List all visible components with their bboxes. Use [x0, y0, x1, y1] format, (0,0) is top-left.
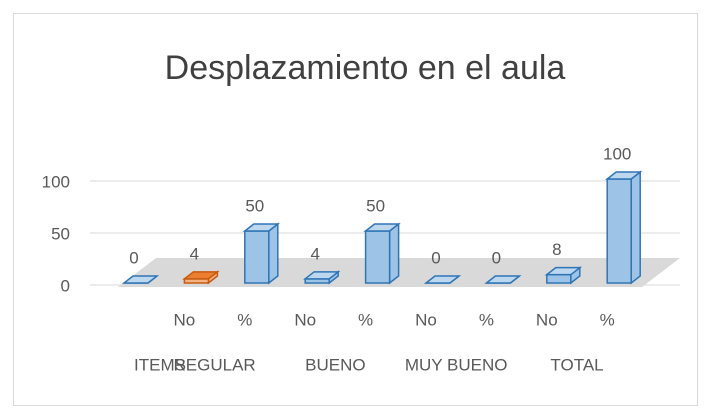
- x-tick-label: %: [479, 310, 494, 329]
- x-tick-label: No: [536, 310, 558, 329]
- group-label: ITEMS: [134, 355, 186, 374]
- bar: [484, 275, 522, 284]
- y-tick-label: 0: [61, 276, 70, 295]
- x-tick-label: No: [174, 310, 196, 329]
- chart-title: Desplazamiento en el aula: [165, 49, 566, 87]
- group-label: MUY BUENO: [405, 355, 508, 374]
- value-label: 50: [366, 196, 385, 215]
- value-label: 8: [552, 240, 561, 259]
- x-tick-label: No: [294, 310, 316, 329]
- x-tick-label: No: [415, 310, 437, 329]
- bar: [605, 170, 643, 285]
- group-label: TOTAL: [550, 355, 603, 374]
- x-tick-label: %: [237, 310, 252, 329]
- value-label: 4: [190, 244, 199, 263]
- bar: [121, 275, 160, 284]
- value-label: 0: [129, 248, 138, 267]
- bar: [363, 222, 401, 285]
- y-tick-label: 50: [51, 224, 70, 243]
- x-tick-label: %: [600, 310, 615, 329]
- value-label: 0: [492, 248, 501, 267]
- x-tick-label: %: [358, 310, 373, 329]
- y-tick-label: 100: [42, 172, 70, 191]
- value-label: 4: [310, 244, 319, 263]
- bar: [544, 266, 582, 285]
- bar: [423, 275, 462, 284]
- chart-border: [13, 13, 698, 406]
- bar: [182, 270, 220, 285]
- value-label: 100: [603, 144, 631, 163]
- group-label: REGULAR: [174, 355, 256, 374]
- value-label: 0: [431, 248, 440, 267]
- value-label: 50: [245, 196, 264, 215]
- bar: [242, 222, 280, 285]
- bar: [303, 270, 341, 285]
- group-label: BUENO: [305, 355, 365, 374]
